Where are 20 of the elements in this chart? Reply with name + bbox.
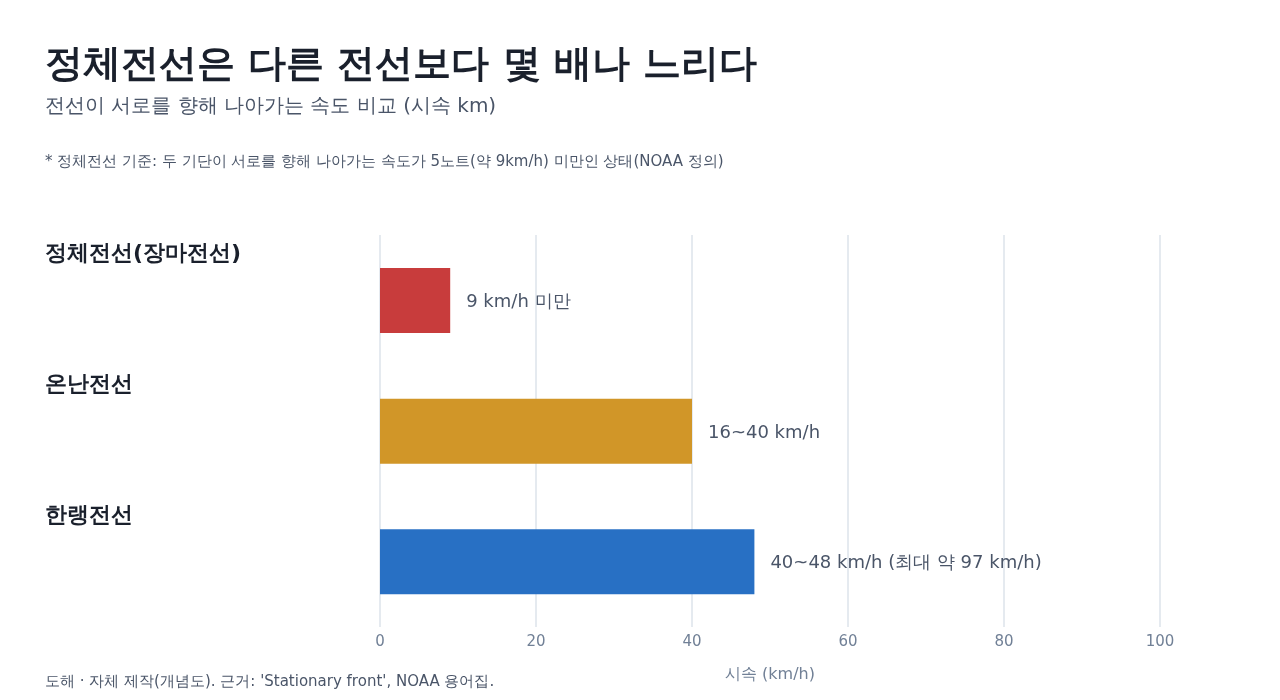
y-tick-label: 정체전선(장마전선) [45, 240, 242, 266]
x-tick-label: 60 [838, 631, 858, 650]
text: 도해 · 자체 제작(개념도). 근거: 'Stationary front', NOAA 용어집. [45, 672, 495, 691]
y-tick-label: 온난전선 [45, 371, 133, 396]
x-tick-label: 0 [375, 631, 385, 650]
data-label: 16~40 km/h [708, 420, 821, 442]
y-tick-label: 한랭전선 [45, 501, 133, 527]
text: * 정체전선 기준: 두 기단이 서로를 향해 나아가는 속도가 5노트(약 9km/h) 미만인 상태(NOAA 정의) [45, 152, 724, 171]
x-axis-title: 시속 (km/h) [725, 664, 815, 683]
x-tick-label: 100 [1145, 631, 1175, 650]
bar [380, 398, 692, 464]
x-tick-label: 40 [682, 631, 702, 650]
bar [380, 529, 755, 595]
data-label: 40~48 km/h (최대 약 97 km/h) [770, 551, 1042, 573]
chart-title: 정체전선은 다른 전선보다 몇 배나 느리다 [45, 40, 758, 87]
bar [380, 268, 451, 333]
data-label: 9 km/h 미만 [466, 289, 571, 311]
x-tick-label: 20 [526, 631, 546, 650]
x-tick-label: 80 [994, 631, 1014, 650]
chart-subtitle: 전선이 서로를 향해 나아가는 속도 비교 (시속 km) [45, 92, 497, 119]
